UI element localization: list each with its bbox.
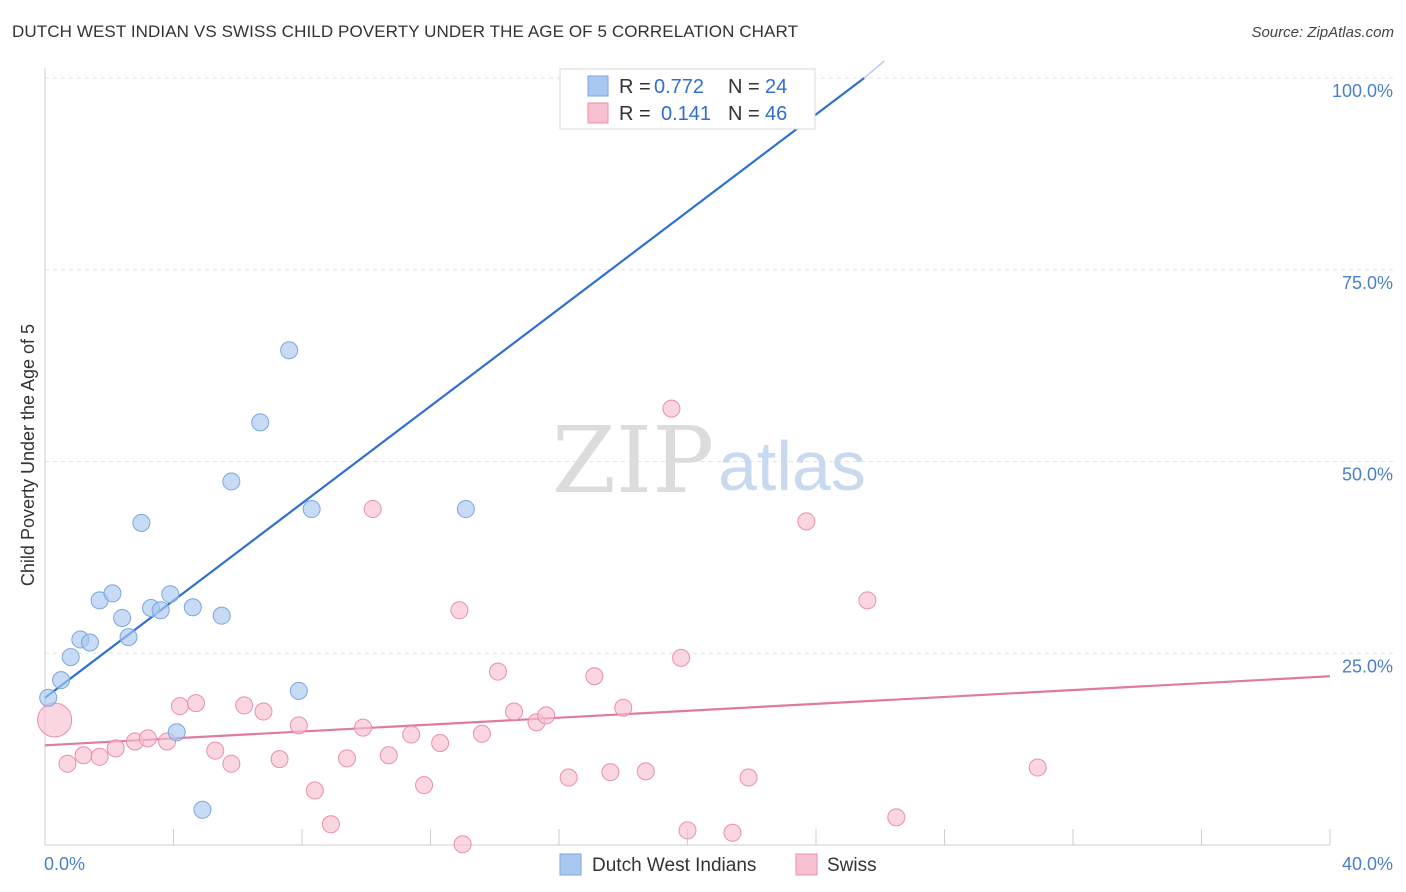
point-swiss-17 bbox=[321, 815, 340, 834]
point-swiss-14 bbox=[270, 750, 289, 769]
bottom-legend-swatch-swiss bbox=[795, 853, 818, 876]
legend-n-label-1: N = bbox=[728, 103, 760, 125]
y-tick-label-50: 50.0% bbox=[1342, 465, 1393, 485]
point-dutch-west-indians-14 bbox=[183, 598, 202, 617]
point-swiss-32 bbox=[559, 768, 578, 787]
point-swiss-21 bbox=[379, 746, 398, 765]
trend-lines bbox=[44, 60, 1331, 747]
y-tick-labels: 25.0% 50.0% 75.0% 100.0% bbox=[1332, 81, 1393, 676]
point-dutch-west-indians-22 bbox=[456, 500, 475, 519]
point-swiss-33 bbox=[585, 667, 604, 686]
point-swiss-45 bbox=[1028, 758, 1047, 777]
x-tick-label-min: 0.0% bbox=[44, 854, 85, 874]
bottom-legend-label-swiss: Swiss bbox=[827, 855, 877, 876]
data-points bbox=[37, 71, 1047, 854]
point-swiss-38 bbox=[672, 648, 691, 667]
point-swiss-8 bbox=[170, 697, 189, 716]
point-swiss-2 bbox=[74, 746, 93, 765]
point-dutch-west-indians-16 bbox=[212, 606, 231, 625]
point-swiss-22 bbox=[402, 725, 421, 744]
y-tick-label-100: 100.0% bbox=[1332, 81, 1393, 101]
legend-r-label-0: R = bbox=[619, 76, 651, 98]
point-swiss-12 bbox=[235, 696, 254, 715]
trend-line-extension bbox=[863, 60, 885, 79]
bottom-legend-swatch-dutch-west-indians bbox=[559, 853, 582, 876]
trend-line-1 bbox=[44, 675, 1331, 747]
point-swiss-25 bbox=[450, 601, 469, 620]
point-dutch-west-indians-2 bbox=[61, 648, 80, 667]
point-dutch-west-indians-0 bbox=[39, 688, 58, 707]
point-swiss-37 bbox=[662, 399, 681, 418]
point-swiss-43 bbox=[858, 591, 877, 610]
point-swiss-27 bbox=[472, 724, 491, 743]
point-swiss-0 bbox=[37, 702, 73, 738]
point-swiss-19 bbox=[354, 718, 373, 737]
watermark-atlas: atlas bbox=[718, 427, 866, 505]
point-swiss-24 bbox=[431, 733, 450, 752]
grid bbox=[45, 77, 1393, 654]
legend-n-value-0: 24 bbox=[765, 76, 787, 98]
legend-swatch-swiss bbox=[587, 102, 609, 124]
point-dutch-west-indians-20 bbox=[289, 681, 308, 700]
point-swiss-3 bbox=[90, 747, 109, 766]
x-tick-marks bbox=[44, 829, 1331, 845]
point-swiss-15 bbox=[289, 716, 308, 735]
point-dutch-west-indians-7 bbox=[113, 608, 132, 627]
chart-title: DUTCH WEST INDIAN VS SWISS CHILD POVERTY… bbox=[12, 22, 799, 41]
legend: R = 0.772 N = 24 R = 0.141 N = 46 bbox=[559, 68, 816, 130]
y-tick-label-75: 75.0% bbox=[1342, 273, 1393, 293]
point-swiss-18 bbox=[337, 749, 356, 768]
legend-r-label-1: R = bbox=[619, 103, 651, 125]
source-label: Source: ZipAtlas.com bbox=[1251, 24, 1394, 41]
point-dutch-west-indians-12 bbox=[161, 585, 180, 604]
point-swiss-29 bbox=[505, 702, 524, 721]
legend-r-value-1: 0.141 bbox=[661, 103, 711, 125]
point-swiss-40 bbox=[723, 823, 742, 842]
legend-n-label-0: N = bbox=[728, 76, 760, 98]
point-swiss-10 bbox=[206, 741, 225, 760]
point-dutch-west-indians-1 bbox=[52, 671, 71, 690]
point-swiss-6 bbox=[138, 729, 157, 748]
point-dutch-west-indians-11 bbox=[151, 601, 170, 620]
point-swiss-16 bbox=[305, 781, 324, 800]
point-swiss-41 bbox=[739, 768, 758, 787]
point-dutch-west-indians-9 bbox=[132, 513, 151, 532]
point-dutch-west-indians-18 bbox=[251, 413, 270, 432]
point-dutch-west-indians-4 bbox=[80, 633, 99, 652]
point-swiss-26 bbox=[453, 835, 472, 854]
legend-r-value-0: 0.772 bbox=[654, 76, 704, 98]
point-swiss-23 bbox=[415, 776, 434, 795]
point-dutch-west-indians-6 bbox=[103, 584, 122, 603]
point-dutch-west-indians-19 bbox=[280, 341, 299, 360]
point-swiss-34 bbox=[601, 763, 620, 782]
y-tick-label-25: 25.0% bbox=[1342, 656, 1393, 676]
point-swiss-1 bbox=[58, 754, 77, 773]
point-swiss-39 bbox=[678, 821, 697, 840]
bottom-legend-label-dutch-west-indians: Dutch West Indians bbox=[592, 855, 756, 876]
point-swiss-36 bbox=[636, 762, 655, 781]
trend-line-0 bbox=[44, 77, 865, 699]
point-dutch-west-indians-8 bbox=[119, 628, 138, 647]
legend-n-value-1: 46 bbox=[765, 103, 787, 125]
x-tick-label-max: 40.0% bbox=[1342, 854, 1393, 874]
legend-swatch-dutch-west-indians bbox=[587, 75, 609, 97]
point-swiss-44 bbox=[887, 808, 906, 827]
watermark-zip: ZIP bbox=[552, 407, 714, 514]
point-swiss-11 bbox=[222, 754, 241, 773]
point-dutch-west-indians-17 bbox=[222, 472, 241, 491]
point-swiss-20 bbox=[363, 500, 382, 519]
point-swiss-28 bbox=[488, 662, 507, 681]
point-dutch-west-indians-21 bbox=[302, 500, 321, 519]
y-axis-label: Child Poverty Under the Age of 5 bbox=[18, 324, 38, 586]
point-swiss-9 bbox=[186, 694, 205, 713]
point-swiss-42 bbox=[797, 512, 816, 531]
point-swiss-13 bbox=[254, 702, 273, 721]
point-dutch-west-indians-15 bbox=[193, 800, 212, 819]
point-swiss-35 bbox=[614, 698, 633, 717]
point-swiss-4 bbox=[106, 739, 125, 758]
bottom-legend: Dutch West Indians Swiss bbox=[559, 853, 877, 876]
point-dutch-west-indians-13 bbox=[167, 723, 186, 742]
point-swiss-31 bbox=[537, 706, 556, 725]
